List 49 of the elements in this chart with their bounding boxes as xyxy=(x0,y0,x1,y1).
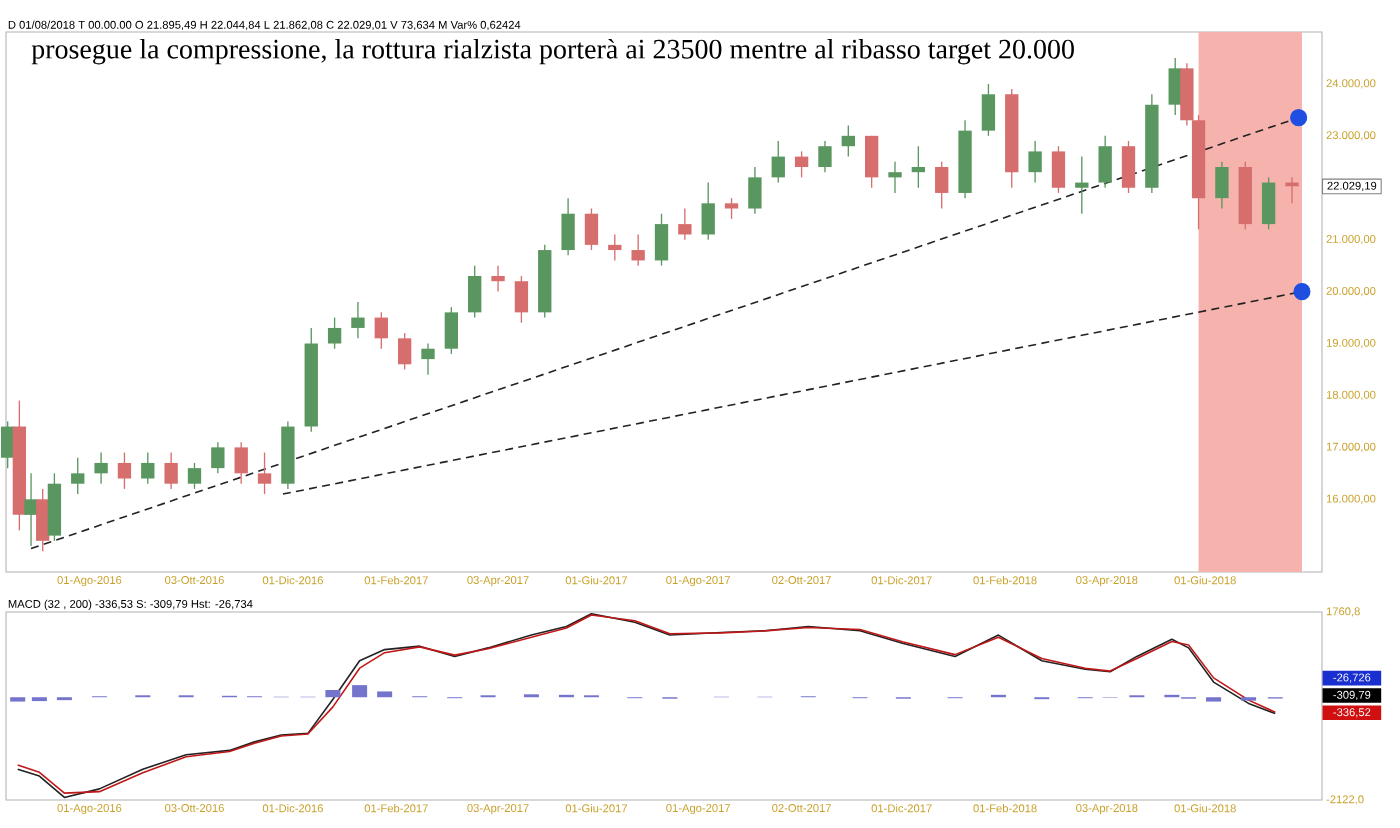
candlestick xyxy=(678,207,692,241)
candlestick xyxy=(724,197,739,220)
candlestick xyxy=(701,181,715,241)
chart-title: prosegue la compressione, la rottura rialzista porterà ai 23500 mentre al ribasso target 20.000 xyxy=(31,38,1074,65)
candlestick xyxy=(771,140,785,184)
candlestick xyxy=(327,316,342,350)
candlestick xyxy=(935,161,949,210)
candlestick xyxy=(608,233,622,262)
candlestick xyxy=(257,451,272,495)
candlestick xyxy=(187,462,202,490)
candlestick xyxy=(234,441,248,485)
candlestick xyxy=(468,264,482,319)
candlestick xyxy=(421,342,435,376)
candlestick xyxy=(1215,161,1229,210)
candlestick xyxy=(1121,140,1136,194)
candlestick xyxy=(794,150,809,179)
candlestick xyxy=(141,451,155,485)
candlestick xyxy=(584,207,599,251)
candlestick xyxy=(981,83,996,137)
candlestick xyxy=(1028,140,1042,184)
candlestick xyxy=(444,306,459,355)
candlestick xyxy=(1261,176,1276,230)
candlestick xyxy=(654,213,669,267)
candlestick xyxy=(164,451,178,490)
bar xyxy=(352,685,368,698)
candlestick xyxy=(211,441,225,474)
candlestick xyxy=(94,451,108,485)
candlestick xyxy=(71,457,85,495)
candlestick xyxy=(491,264,505,293)
candlestick xyxy=(911,145,926,189)
bar xyxy=(377,691,393,698)
candlestick xyxy=(748,166,762,215)
candlestick xyxy=(841,124,855,158)
candlestick xyxy=(514,275,529,324)
candlestick xyxy=(374,311,388,350)
candlestick xyxy=(818,140,832,173)
candlestick xyxy=(351,301,365,339)
candlestick xyxy=(561,197,575,256)
candlestick xyxy=(888,161,902,194)
candlestick xyxy=(1098,135,1112,189)
bar xyxy=(325,689,341,698)
candlestick xyxy=(36,488,50,552)
candlestick xyxy=(397,332,412,371)
candlestick xyxy=(1051,145,1066,194)
candlestick xyxy=(24,472,38,547)
candlestick xyxy=(631,233,645,267)
candlestick xyxy=(117,451,132,490)
candlestick xyxy=(1075,155,1089,215)
candlestick xyxy=(864,135,879,189)
